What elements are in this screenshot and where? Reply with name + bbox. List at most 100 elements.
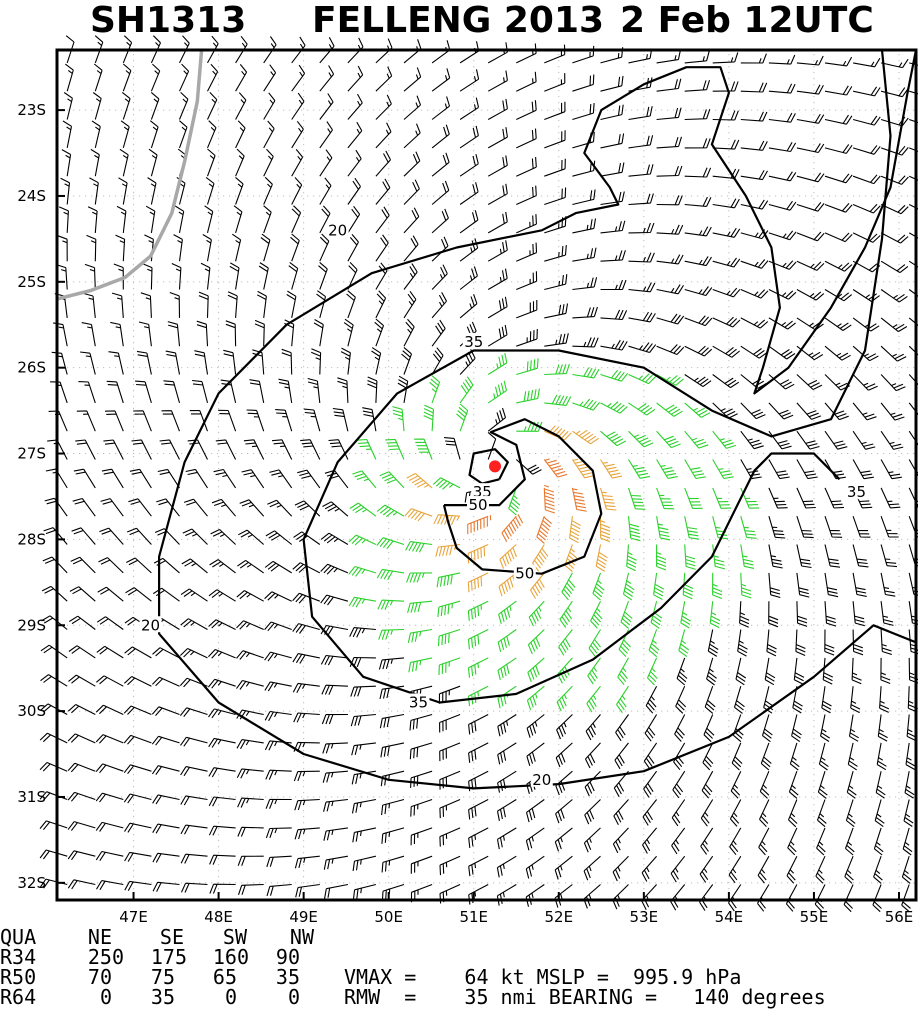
wind-barb [788,771,799,799]
table-r50-se: 75 [151,965,175,989]
wind-barb [796,289,825,301]
wind-barb [516,328,538,347]
wind-barb [824,232,853,243]
wind-barb [118,177,128,205]
wind-barb [740,572,752,599]
wind-barb [459,210,479,234]
wind-barb [768,516,786,539]
wind-barb [377,599,405,610]
wind-barb [124,822,152,833]
wind-barb [761,714,773,743]
wind-barb [824,374,851,391]
wind-barb [544,73,566,92]
wind-barb [796,430,820,450]
table-r34-nw: 90 [276,945,300,969]
wind-barb [684,138,711,149]
wind-barb [544,245,567,262]
wind-barb [405,541,433,553]
wind-barb [94,35,104,64]
wind-barb [768,230,797,241]
wind-barb [740,516,757,539]
wind-barb [487,240,508,262]
wind-barb [873,856,883,884]
wind-barb [908,289,918,297]
wind-barb [880,116,909,127]
wind-barb [291,177,303,205]
wind-barb [516,185,537,206]
table-r64-label: R64 [0,985,36,1009]
table-r64-se: 35 [151,985,175,1009]
wind-barb [766,629,777,657]
wind-barb [375,122,392,149]
wind-barb [263,205,272,234]
wind-barb [95,821,124,832]
wind-barb [880,175,909,185]
wind-barb [880,232,909,244]
wind-barb [739,601,750,628]
wind-barb [152,676,180,687]
wind-barb [843,884,854,913]
wind-barb [136,350,152,375]
wind-barb [91,120,101,149]
wind-barb [768,601,779,628]
wind-barb [908,657,918,684]
wind-barb [656,224,684,235]
wind-barb [179,35,190,64]
wind-barb [180,618,208,630]
wind-barb [516,300,538,319]
wind-barb [300,439,321,460]
wind-barb [97,586,124,602]
wind-barb [880,402,905,421]
wind-barb [628,430,654,448]
wind-barb [852,317,880,332]
title-storm-name: FELLENG 2013 [312,0,604,41]
contour-label-bg [462,332,485,349]
wind-barb [80,351,96,375]
wind-barb [122,63,132,92]
wind-barb [207,92,218,120]
wind-barb [816,827,826,856]
wind-barb [343,318,354,347]
wind-barb [403,123,421,149]
wind-barb [337,377,349,403]
wind-barb [95,734,124,744]
wind-barb [403,318,415,347]
wind-barb [348,596,376,608]
wind-barb [437,600,461,618]
wind-barb [75,439,96,460]
wind-barb [740,544,755,569]
wind-barb [152,794,180,805]
wind-barb [796,231,825,242]
wind-barb [796,572,810,598]
wind-barb [487,352,508,375]
wind-barb [847,742,858,771]
table-header-sw: SW [223,925,248,949]
wind-barb [880,374,906,392]
wind-barb [67,791,96,802]
wind-barb [431,264,448,290]
wind-barb [656,78,682,92]
wind-barb [572,429,600,445]
wind-barb [468,855,489,877]
wind-barb [712,345,740,358]
wind-barb [347,149,362,177]
wind-barb [210,529,236,545]
wind-barb [684,430,709,449]
wind-barb [459,69,480,92]
wind-barb [431,347,444,375]
wind-barb [180,882,208,893]
wind-barb [600,162,625,177]
wind-barb [237,855,264,866]
wind-barb [628,77,653,92]
wind-barb [295,883,320,898]
wind-barb [459,125,479,149]
wind-barb [409,742,433,760]
wind-barb [407,628,433,644]
wind-barb [264,740,292,751]
wind-barb [271,439,293,460]
wind-barb [131,439,152,460]
y-tick-label: 29S [17,616,46,634]
axis-ticks: 47E 48E 49E 50E 51E 52E 53E 54E 55E 56E 23S 24S 25S 2… [17,101,913,926]
wind-barb [319,65,335,92]
wind-barb [371,347,382,375]
